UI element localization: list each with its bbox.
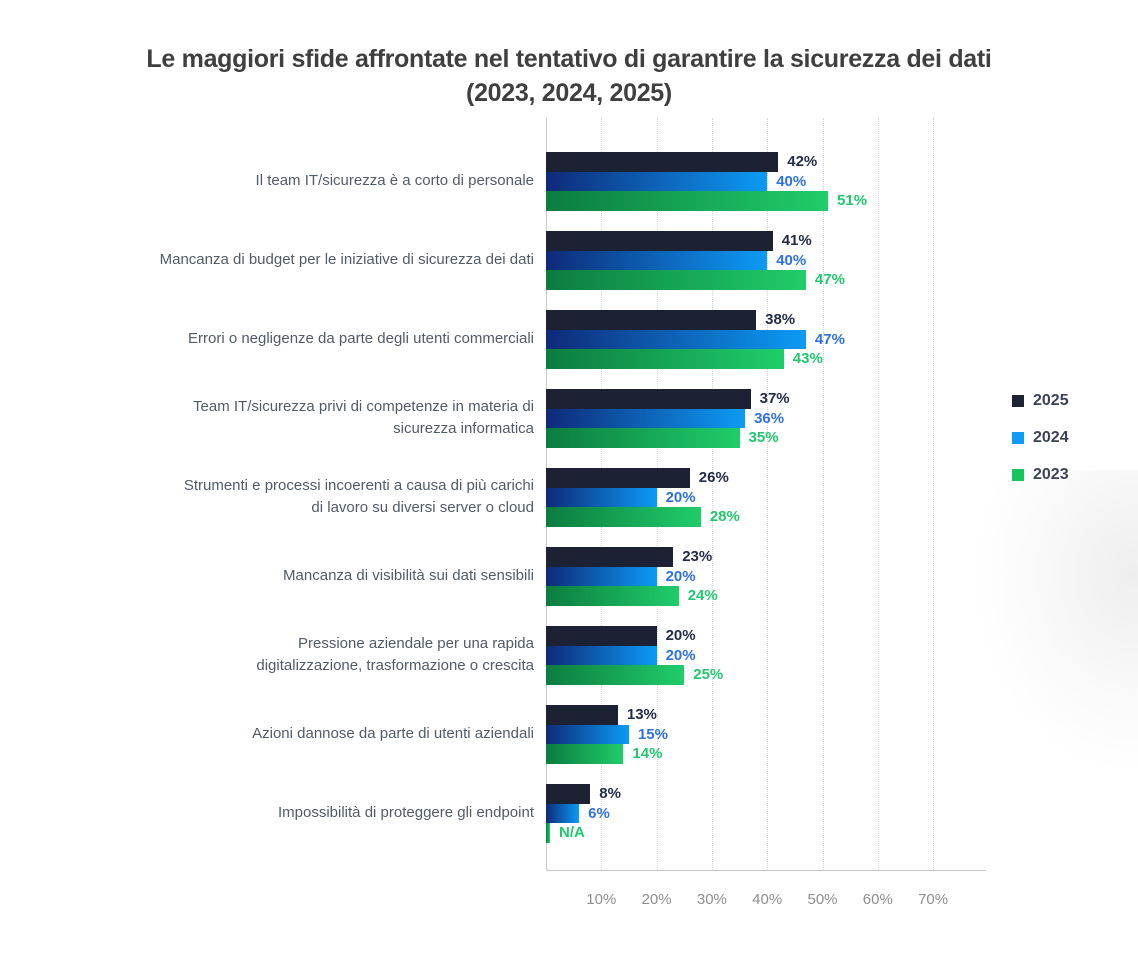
bar-2025 bbox=[546, 152, 779, 172]
value-label-2023: 14% bbox=[632, 745, 663, 762]
bar-2024 bbox=[546, 645, 657, 665]
x-tick-label: 70% bbox=[918, 891, 949, 908]
x-tick-label: 50% bbox=[807, 891, 838, 908]
bar-2024 bbox=[546, 408, 746, 428]
value-label-2023: 28% bbox=[709, 508, 740, 525]
category-label: Pressione aziendale per una rapida digit… bbox=[256, 635, 534, 674]
bar-2023 bbox=[546, 744, 624, 764]
chart-title-line1: Le maggiori sfide affrontate nel tentati… bbox=[146, 45, 992, 73]
bar-2025 bbox=[546, 468, 690, 488]
value-label-2023: N/A bbox=[559, 824, 585, 841]
category-label: Il team IT/sicurezza è a corto di person… bbox=[255, 172, 534, 189]
legend: 2025 2024 2023 bbox=[1012, 391, 1069, 502]
legend-label: 2025 bbox=[1033, 392, 1069, 409]
value-label-2023: 24% bbox=[687, 587, 718, 604]
gridline-40% bbox=[767, 118, 769, 870]
value-label-2023: 51% bbox=[837, 192, 868, 209]
legend-swatch-icon bbox=[1012, 469, 1024, 481]
category-label: Errori o negligenze da parte degli utent… bbox=[187, 330, 534, 347]
bar-2023 bbox=[546, 191, 829, 211]
bar-2024 bbox=[546, 803, 580, 823]
value-label-2024: 40% bbox=[776, 251, 807, 269]
category-label: Team IT/sicurezza privi di competenze in… bbox=[193, 398, 534, 437]
bar-2024 bbox=[546, 171, 768, 191]
gridline-20% bbox=[656, 118, 658, 870]
bar-2024 bbox=[546, 566, 657, 586]
chart-title-line2: (2023, 2024, 2025) bbox=[466, 79, 672, 107]
value-label-2025: 8% bbox=[599, 785, 621, 802]
bar-2025 bbox=[546, 626, 657, 646]
category-label: Strumenti e processi incoerenti a causa … bbox=[183, 477, 534, 516]
bar-2024 bbox=[546, 724, 629, 744]
x-tick-label: 60% bbox=[862, 891, 893, 908]
bar-2024 bbox=[546, 329, 806, 349]
bar-2023 bbox=[546, 823, 550, 843]
value-label-2025: 26% bbox=[698, 469, 729, 486]
category-label: Azioni dannose da parte di utenti aziend… bbox=[252, 725, 534, 742]
bar-2025 bbox=[546, 231, 773, 251]
x-tick-label: 10% bbox=[586, 891, 617, 908]
value-label-2023: 47% bbox=[814, 271, 845, 288]
bar-2023 bbox=[546, 428, 740, 448]
corner-shadow bbox=[978, 470, 1138, 770]
bar-2025 bbox=[546, 310, 757, 330]
value-label-2025: 23% bbox=[682, 548, 713, 565]
legend-label: 2024 bbox=[1033, 429, 1069, 446]
bar-2023 bbox=[546, 270, 806, 290]
bar-2023 bbox=[546, 665, 685, 685]
gridline-50% bbox=[822, 118, 824, 870]
chart-title: Le maggiori sfide affrontate nel tentati… bbox=[69, 42, 1069, 110]
value-label-2023: 35% bbox=[748, 429, 779, 446]
legend-item-2023: 2023 bbox=[1012, 465, 1069, 485]
bar-2025 bbox=[546, 705, 618, 725]
category-label: Impossibilità di proteggere gli endpoint bbox=[278, 804, 534, 821]
bar-2025 bbox=[546, 547, 674, 567]
value-label-2024: 6% bbox=[588, 804, 610, 822]
bar-2024 bbox=[546, 250, 768, 270]
value-label-2024: 36% bbox=[754, 409, 785, 427]
value-label-2025: 41% bbox=[781, 232, 812, 249]
bar-2023 bbox=[546, 349, 784, 369]
value-label-2025: 13% bbox=[626, 706, 657, 723]
value-label-2025: 37% bbox=[759, 390, 790, 407]
legend-label: 2023 bbox=[1033, 466, 1069, 483]
value-label-2025: 38% bbox=[765, 311, 796, 328]
value-label-2023: 43% bbox=[792, 350, 823, 367]
value-label-2025: 42% bbox=[787, 153, 818, 170]
legend-item-2025: 2025 bbox=[1012, 391, 1069, 411]
value-label-2024: 15% bbox=[637, 725, 668, 743]
bar-2024 bbox=[546, 487, 657, 507]
x-tick-label: 30% bbox=[696, 891, 727, 908]
value-label-2025: 20% bbox=[665, 627, 696, 644]
value-label-2024: 20% bbox=[665, 488, 696, 506]
bar-2025 bbox=[546, 784, 591, 804]
category-label: Mancanza di visibilità sui dati sensibil… bbox=[283, 567, 534, 584]
x-tick-label: 40% bbox=[752, 891, 783, 908]
value-label-2024: 20% bbox=[665, 646, 696, 664]
bar-2025 bbox=[546, 389, 751, 409]
legend-swatch-icon bbox=[1012, 432, 1024, 444]
value-label-2024: 20% bbox=[665, 567, 696, 585]
x-tick-label: 20% bbox=[641, 891, 672, 908]
gridline-30% bbox=[711, 118, 713, 870]
legend-item-2024: 2024 bbox=[1012, 428, 1069, 448]
bar-2023 bbox=[546, 507, 701, 527]
bar-2023 bbox=[546, 586, 679, 606]
value-label-2023: 25% bbox=[693, 666, 724, 683]
gridline-60% bbox=[877, 118, 879, 870]
x-axis-line bbox=[546, 870, 986, 871]
gridline-70% bbox=[933, 118, 935, 870]
legend-swatch-icon bbox=[1012, 395, 1024, 407]
value-label-2024: 47% bbox=[814, 330, 845, 348]
value-label-2024: 40% bbox=[776, 172, 807, 190]
category-label: Mancanza di budget per le iniziative di … bbox=[159, 251, 534, 268]
